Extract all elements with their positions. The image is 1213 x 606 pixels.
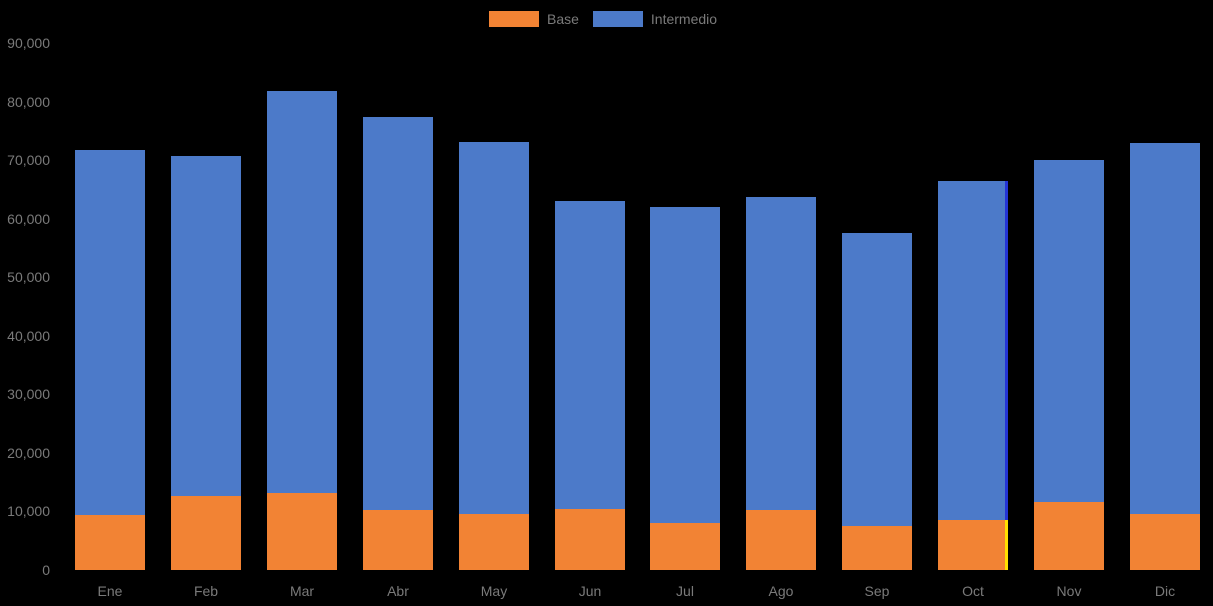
bar-segment-intermedio-ago bbox=[746, 197, 816, 510]
bar-segment-base-ago bbox=[746, 510, 816, 570]
legend-swatch-base bbox=[489, 11, 539, 27]
chart-legend: Base Intermedio bbox=[489, 11, 717, 27]
x-axis-label-feb: Feb bbox=[193, 583, 219, 599]
y-axis-tick-label: 30,000 bbox=[7, 386, 50, 402]
bar-segment-base-abr bbox=[363, 510, 433, 570]
x-axis-label-ago: Ago bbox=[768, 583, 794, 599]
bar-segment-intermedio-jun bbox=[555, 201, 625, 509]
y-axis-tick-label: 10,000 bbox=[7, 503, 50, 519]
x-axis-label-mar: Mar bbox=[289, 583, 315, 599]
bar-segment-base-feb bbox=[171, 496, 241, 570]
x-axis-label-ene: Ene bbox=[97, 583, 123, 599]
bar-segment-intermedio-nov bbox=[1034, 160, 1104, 502]
selection-highlight-intermedio bbox=[1005, 181, 1008, 520]
bar-segment-intermedio-jul bbox=[650, 207, 720, 523]
x-axis-label-oct: Oct bbox=[962, 583, 984, 599]
bar-segment-intermedio-sep bbox=[842, 233, 912, 526]
bar-segment-base-dic bbox=[1130, 514, 1200, 570]
y-axis-tick-label: 40,000 bbox=[7, 328, 50, 344]
bar-segment-intermedio-feb bbox=[171, 156, 241, 496]
bar-segment-base-sep bbox=[842, 526, 912, 570]
y-axis-tick-label: 50,000 bbox=[7, 269, 50, 285]
bar-segment-intermedio-mar bbox=[267, 91, 337, 493]
bar-segment-base-nov bbox=[1034, 502, 1104, 570]
x-axis-label-dic: Dic bbox=[1154, 583, 1176, 599]
legend-item-intermedio: Intermedio bbox=[592, 11, 718, 27]
legend-label-base: Base bbox=[547, 11, 579, 27]
bar-segment-intermedio-abr bbox=[363, 117, 433, 510]
legend-item-base: Base bbox=[489, 11, 579, 27]
y-axis-tick-label: 0 bbox=[42, 562, 50, 578]
y-axis-tick-label: 60,000 bbox=[7, 211, 50, 227]
selection-highlight-base bbox=[1005, 520, 1008, 570]
x-axis-label-nov: Nov bbox=[1056, 583, 1082, 599]
bar-segment-base-jun bbox=[555, 509, 625, 570]
x-axis-label-jun: Jun bbox=[578, 583, 602, 599]
bar-segment-base-may bbox=[459, 514, 529, 570]
bar-segment-base-mar bbox=[267, 493, 337, 570]
bar-segment-intermedio-may bbox=[459, 142, 529, 514]
bar-segment-intermedio-oct bbox=[938, 181, 1008, 520]
y-axis-tick-label: 20,000 bbox=[7, 445, 50, 461]
bar-segment-base-jul bbox=[650, 523, 720, 570]
bar-segment-intermedio-ene bbox=[75, 150, 145, 515]
legend-swatch-intermedio bbox=[592, 11, 643, 27]
bar-segment-intermedio-dic bbox=[1130, 143, 1200, 514]
y-axis-tick-label: 80,000 bbox=[7, 94, 50, 110]
y-axis-tick-label: 90,000 bbox=[7, 35, 50, 51]
x-axis-label-jul: Jul bbox=[676, 583, 694, 599]
bar-segment-base-oct bbox=[938, 520, 1008, 570]
y-axis-tick-label: 70,000 bbox=[7, 152, 50, 168]
x-axis-label-may: May bbox=[480, 583, 508, 599]
x-axis-label-abr: Abr bbox=[387, 583, 409, 599]
legend-label-intermedio: Intermedio bbox=[650, 11, 718, 27]
x-axis-label-sep: Sep bbox=[864, 583, 890, 599]
bar-segment-base-ene bbox=[75, 515, 145, 570]
